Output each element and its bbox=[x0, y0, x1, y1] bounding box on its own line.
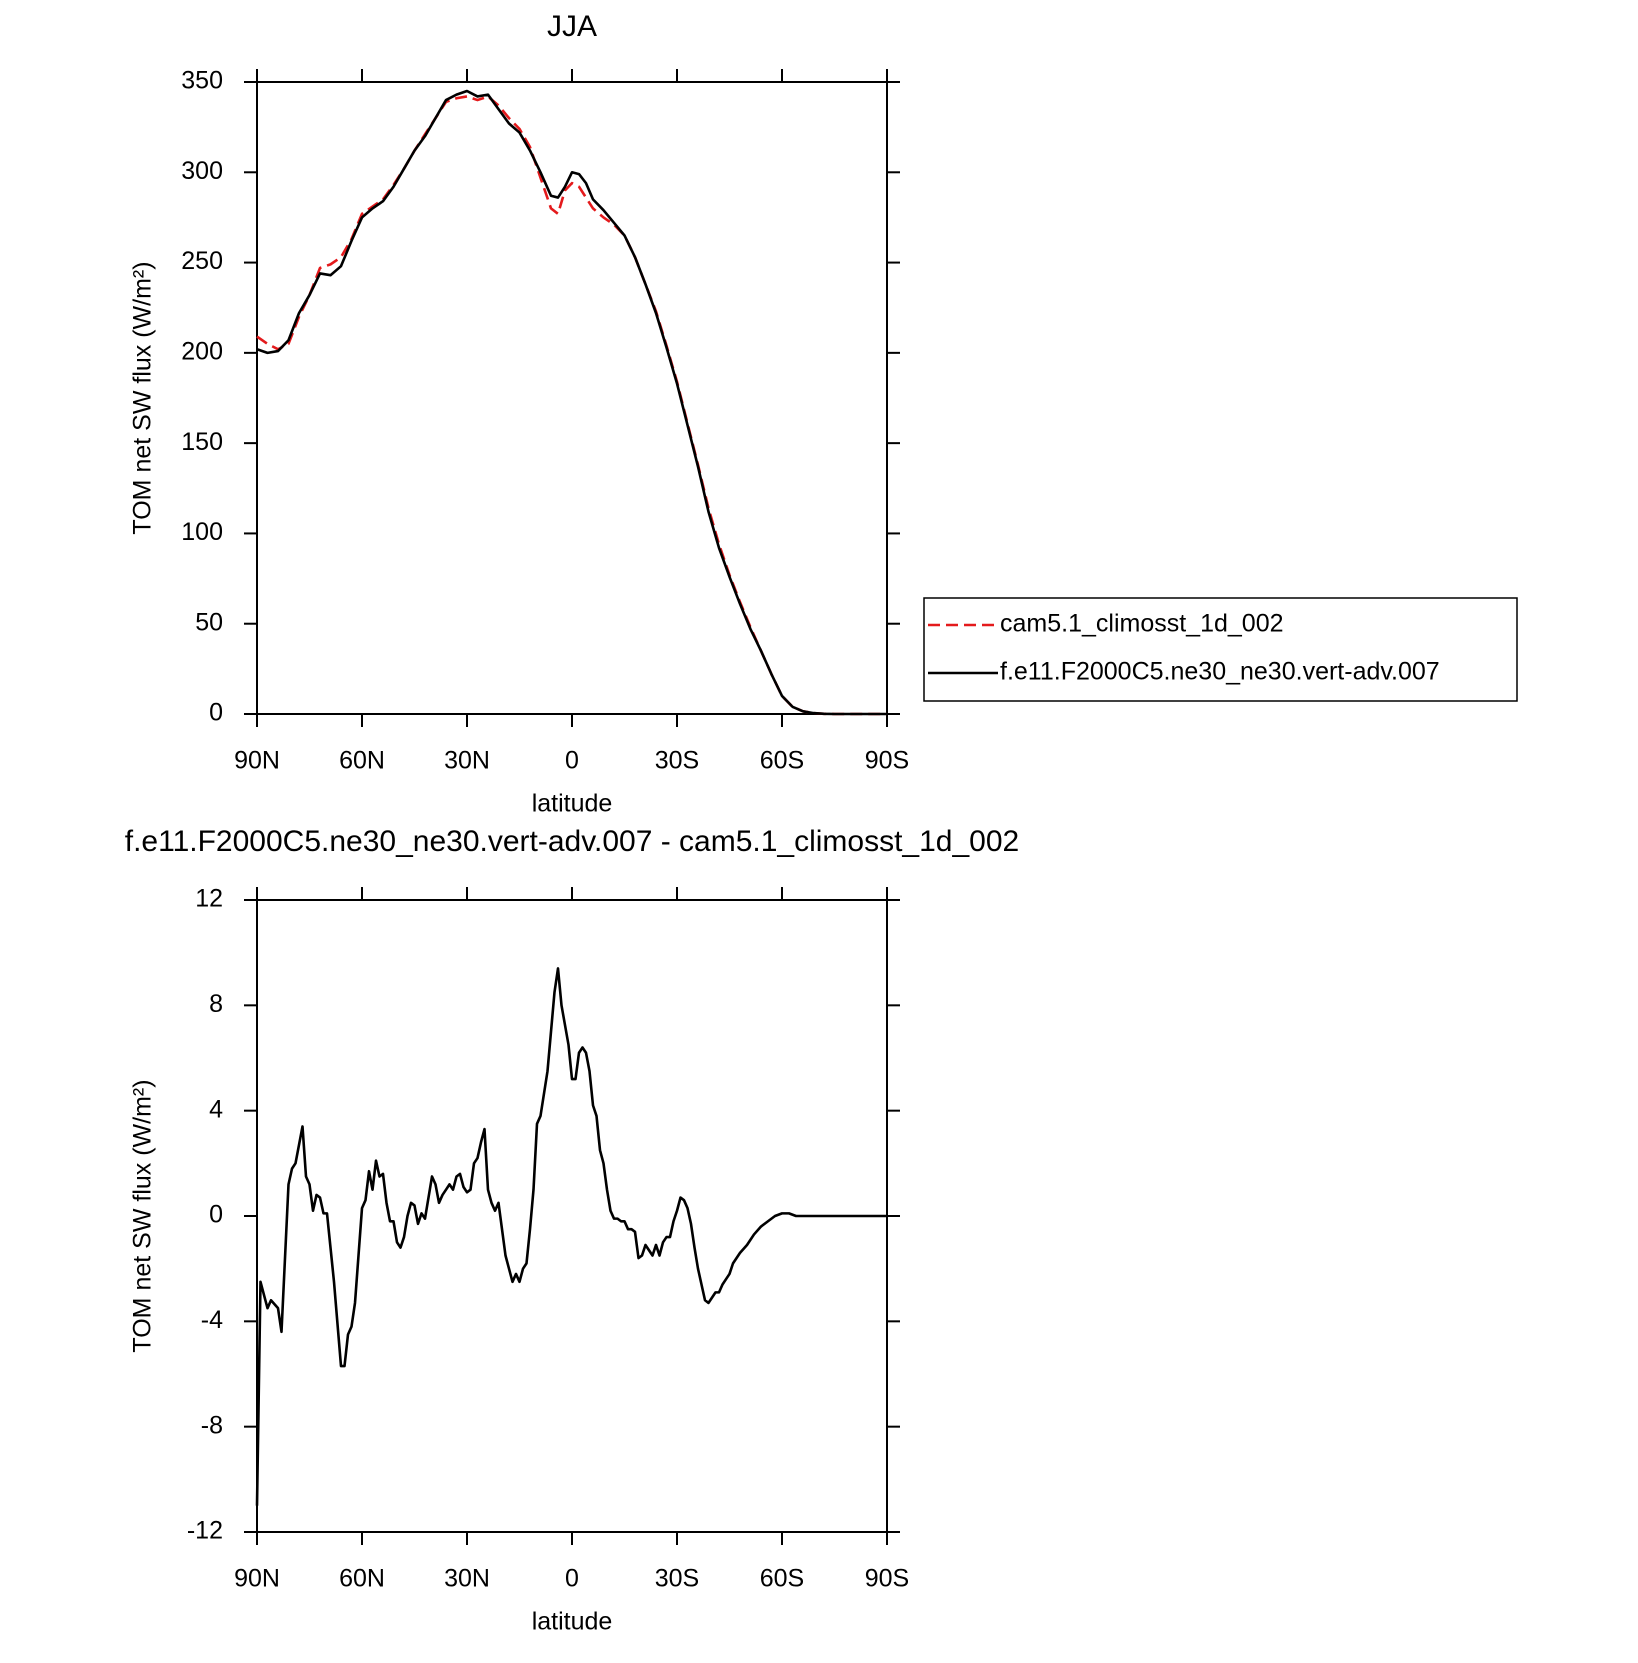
data-line bbox=[256, 89, 887, 716]
data-line bbox=[256, 95, 887, 716]
x-axis-label: latitude bbox=[532, 790, 613, 818]
y-tick-label: -12 bbox=[187, 1517, 223, 1545]
x-tick-label: 0 bbox=[565, 747, 579, 775]
legend-box bbox=[923, 597, 1518, 702]
x-tick-label: 60S bbox=[760, 747, 804, 775]
x-tick-label: 60N bbox=[339, 1565, 385, 1593]
chart-title: f.e11.F2000C5.ne30_ne30.vert-adv.007 - c… bbox=[125, 825, 1019, 858]
x-tick-label: 30S bbox=[655, 747, 699, 775]
x-tick-label: 60S bbox=[760, 1565, 804, 1593]
plot-frame bbox=[256, 81, 888, 715]
y-tick-label: 0 bbox=[209, 699, 223, 727]
y-tick-label: 12 bbox=[195, 885, 223, 913]
data-line bbox=[255, 967, 887, 1506]
y-tick-label: 200 bbox=[181, 337, 223, 365]
x-tick-label: 60N bbox=[339, 747, 385, 775]
y-axis-label: TOM net SW flux (W/m²) bbox=[129, 261, 157, 534]
y-tick-label: 300 bbox=[181, 157, 223, 185]
x-tick-label: 30N bbox=[444, 747, 490, 775]
x-tick-label: 30S bbox=[655, 1565, 699, 1593]
x-tick-label: 90S bbox=[865, 1565, 909, 1593]
y-tick-label: 50 bbox=[195, 608, 223, 636]
x-axis-label: latitude bbox=[532, 1608, 613, 1636]
x-tick-label: 90S bbox=[865, 747, 909, 775]
x-tick-label: 30N bbox=[444, 1565, 490, 1593]
y-tick-label: 250 bbox=[181, 247, 223, 275]
x-tick-label: 90N bbox=[234, 747, 280, 775]
chart-title: JJA bbox=[547, 10, 597, 43]
y-tick-label: 0 bbox=[209, 1201, 223, 1229]
legend-label: cam5.1_climosst_1d_002 bbox=[1000, 610, 1284, 638]
y-tick-label: -8 bbox=[201, 1411, 223, 1439]
legend-label: f.e11.F2000C5.ne30_ne30.vert-adv.007 bbox=[1000, 658, 1440, 686]
y-tick-label: 100 bbox=[181, 518, 223, 546]
y-tick-label: -4 bbox=[201, 1306, 223, 1334]
y-tick-label: 350 bbox=[181, 67, 223, 95]
y-tick-label: 4 bbox=[209, 1095, 223, 1123]
y-axis-label: TOM net SW flux (W/m²) bbox=[129, 1079, 157, 1352]
y-tick-label: 150 bbox=[181, 428, 223, 456]
x-tick-label: 0 bbox=[565, 1565, 579, 1593]
x-tick-label: 90N bbox=[234, 1565, 280, 1593]
y-tick-label: 8 bbox=[209, 990, 223, 1018]
